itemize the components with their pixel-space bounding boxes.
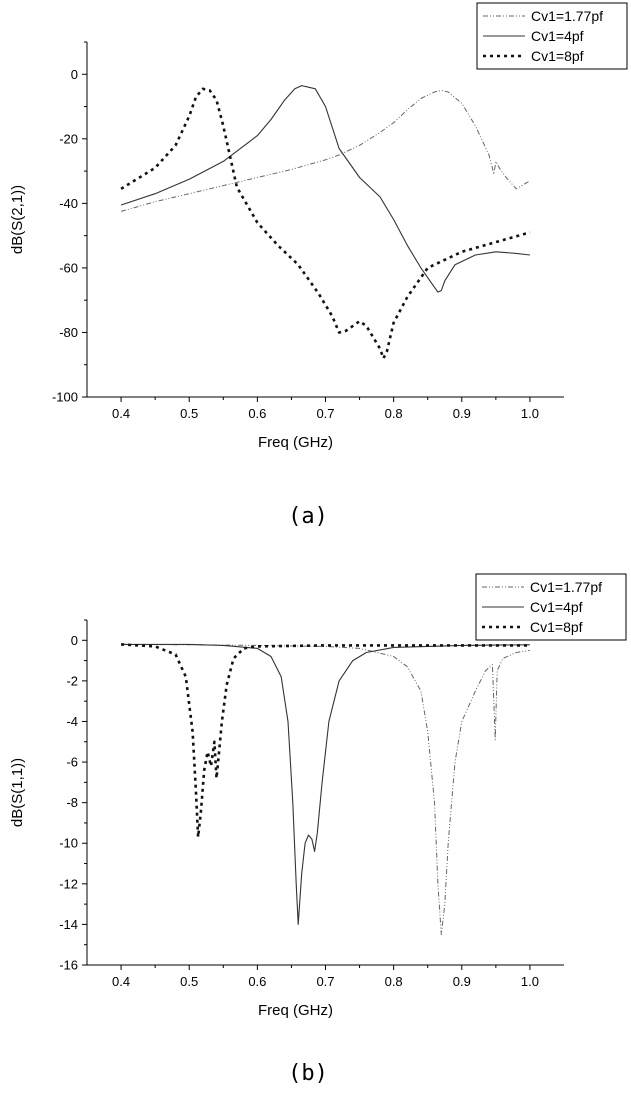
x-tick-label: 0.4 xyxy=(112,406,130,421)
x-tick-label: 0.7 xyxy=(316,974,334,989)
y-tick-label: -20 xyxy=(59,131,78,146)
y-tick-label: -14 xyxy=(59,917,78,932)
series-line-cv1-8pf xyxy=(121,89,530,359)
chart-panel-b: 0.4 0.5 0.6 0.7 0.8 0.9 1.0 0 -2 -4 -6 -8 -10 -12 -14 -… xyxy=(9,574,626,1086)
y-axis-label: dB(S(2,1)) xyxy=(9,185,26,254)
y-tick-label: -60 xyxy=(59,260,78,275)
x-tick-label: 0.9 xyxy=(453,974,471,989)
y-tick-label: -100 xyxy=(52,390,78,405)
legend: Cv1=1.77pf Cv1=4pf Cv1=8pf xyxy=(476,574,626,640)
x-tick-label: 1.0 xyxy=(521,974,539,989)
x-tick-label: 1.0 xyxy=(521,406,539,421)
series-line-cv1-1-77pf xyxy=(121,644,530,934)
legend-label: Cv1=1.77pf xyxy=(530,579,602,595)
legend-label: Cv1=4pf xyxy=(530,599,583,615)
x-tick-label: 0.5 xyxy=(180,974,198,989)
x-tick-label: 0.8 xyxy=(385,974,403,989)
x-tick-label: 0.8 xyxy=(385,406,403,421)
series-line-cv1-1-77pf xyxy=(121,90,530,211)
x-tick-label: 0.6 xyxy=(248,974,266,989)
y-tick-label: -2 xyxy=(66,673,78,688)
x-tick-label: 0.4 xyxy=(112,974,130,989)
legend-label: Cv1=4pf xyxy=(531,28,584,44)
x-tick-label: 0.6 xyxy=(248,406,266,421)
y-tick-label: 0 xyxy=(71,633,78,648)
y-tick-label: -6 xyxy=(66,755,78,770)
y-tick-label: -80 xyxy=(59,325,78,340)
figure: 0.40.50.60.70.80.91.00-20-40-60-80-100Fr… xyxy=(0,0,631,1093)
y-axis-label: dB(S(1,1)) xyxy=(9,758,26,827)
x-tick-label: 0.5 xyxy=(180,406,198,421)
y-tick-label: -10 xyxy=(59,836,78,851)
x-axis-label: Freq (GHz) xyxy=(258,434,333,451)
panel-label: (a) xyxy=(288,504,328,529)
y-tick-label: -4 xyxy=(66,714,78,729)
chart-panel-a: 0.4 0.5 0.6 0.7 0.8 0.9 1.0 0 -20 -40 -60 -80 -100 Fr… xyxy=(9,3,627,529)
y-tick-label: -40 xyxy=(59,196,78,211)
series-line-cv1-4pf xyxy=(121,86,530,293)
x-axis-label: Freq (GHz) xyxy=(258,1002,333,1019)
panel-label: (b) xyxy=(288,1061,328,1086)
x-tick-label: 0.7 xyxy=(316,406,334,421)
series-line-cv1-4pf xyxy=(121,644,530,924)
y-tick-label: 0 xyxy=(71,67,78,82)
y-tick-label: -16 xyxy=(59,958,78,973)
legend-label: Cv1=8pf xyxy=(530,619,583,635)
series-line-cv1-8pf xyxy=(121,644,530,837)
legend: Cv1=1.77pf Cv1=4pf Cv1=8pf xyxy=(477,3,627,69)
y-tick-label: -12 xyxy=(59,876,78,891)
x-tick-label: 0.9 xyxy=(453,406,471,421)
legend-label: Cv1=8pf xyxy=(531,48,584,64)
y-tick-label: -8 xyxy=(66,795,78,810)
legend-label: Cv1=1.77pf xyxy=(531,8,603,24)
